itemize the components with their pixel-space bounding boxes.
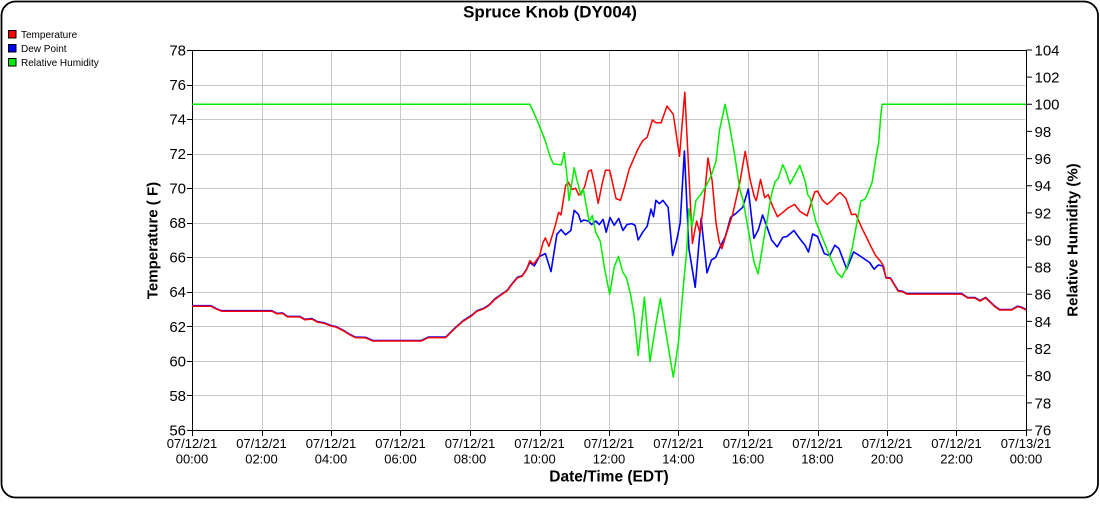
svg-text:80: 80 bbox=[1035, 368, 1052, 385]
svg-text:04:00: 04:00 bbox=[315, 451, 348, 466]
svg-text:84: 84 bbox=[1035, 314, 1052, 331]
svg-text:12:00: 12:00 bbox=[593, 451, 626, 466]
svg-text:00:00: 00:00 bbox=[1010, 451, 1043, 466]
svg-text:78: 78 bbox=[169, 42, 186, 59]
svg-text:Spruce Knob (DY004): Spruce Knob (DY004) bbox=[463, 3, 637, 22]
svg-text:Dew Point: Dew Point bbox=[21, 44, 67, 55]
svg-text:72: 72 bbox=[169, 146, 186, 163]
svg-text:07/12/21: 07/12/21 bbox=[375, 436, 426, 451]
svg-text:68: 68 bbox=[169, 215, 186, 232]
svg-text:Temperature ( F): Temperature ( F) bbox=[145, 182, 162, 299]
svg-text:14:00: 14:00 bbox=[662, 451, 695, 466]
svg-text:07/12/21: 07/12/21 bbox=[584, 436, 635, 451]
svg-text:07/12/21: 07/12/21 bbox=[931, 436, 982, 451]
svg-text:76: 76 bbox=[1035, 422, 1052, 439]
svg-text:98: 98 bbox=[1035, 124, 1052, 141]
svg-text:08:00: 08:00 bbox=[454, 451, 487, 466]
svg-text:70: 70 bbox=[169, 181, 186, 198]
svg-text:07/12/21: 07/12/21 bbox=[862, 436, 913, 451]
svg-text:20:00: 20:00 bbox=[871, 451, 904, 466]
svg-text:104: 104 bbox=[1035, 42, 1060, 59]
svg-text:86: 86 bbox=[1035, 287, 1052, 304]
svg-text:02:00: 02:00 bbox=[245, 451, 278, 466]
svg-text:07/13/21: 07/13/21 bbox=[1001, 436, 1052, 451]
svg-text:60: 60 bbox=[169, 353, 186, 370]
svg-text:22:00: 22:00 bbox=[940, 451, 973, 466]
svg-text:07/12/21: 07/12/21 bbox=[653, 436, 704, 451]
svg-text:10:00: 10:00 bbox=[523, 451, 556, 466]
svg-text:96: 96 bbox=[1035, 151, 1052, 168]
svg-text:56: 56 bbox=[169, 422, 186, 439]
svg-text:Temperature: Temperature bbox=[21, 30, 78, 41]
svg-text:76: 76 bbox=[169, 77, 186, 94]
svg-text:Relative Humidity: Relative Humidity bbox=[21, 58, 99, 69]
svg-text:07/12/21: 07/12/21 bbox=[445, 436, 496, 451]
svg-text:102: 102 bbox=[1035, 70, 1060, 87]
svg-text:94: 94 bbox=[1035, 178, 1052, 195]
svg-text:58: 58 bbox=[169, 388, 186, 405]
svg-text:07/12/21: 07/12/21 bbox=[236, 436, 287, 451]
svg-text:82: 82 bbox=[1035, 341, 1052, 358]
svg-text:66: 66 bbox=[169, 250, 186, 267]
svg-text:100: 100 bbox=[1035, 97, 1060, 114]
svg-text:07/12/21: 07/12/21 bbox=[167, 436, 218, 451]
svg-text:90: 90 bbox=[1035, 232, 1052, 249]
svg-text:06:00: 06:00 bbox=[384, 451, 417, 466]
svg-text:74: 74 bbox=[169, 112, 186, 129]
svg-text:00:00: 00:00 bbox=[176, 451, 209, 466]
svg-text:07/12/21: 07/12/21 bbox=[514, 436, 565, 451]
svg-text:18:00: 18:00 bbox=[801, 451, 834, 466]
svg-text:07/12/21: 07/12/21 bbox=[792, 436, 843, 451]
svg-text:Relative Humidity (%): Relative Humidity (%) bbox=[1065, 163, 1082, 316]
svg-text:07/12/21: 07/12/21 bbox=[723, 436, 774, 451]
svg-text:78: 78 bbox=[1035, 395, 1052, 412]
svg-text:88: 88 bbox=[1035, 260, 1052, 277]
svg-text:92: 92 bbox=[1035, 205, 1052, 222]
svg-text:Date/Time (EDT): Date/Time (EDT) bbox=[549, 469, 668, 486]
svg-text:64: 64 bbox=[169, 284, 186, 301]
svg-text:62: 62 bbox=[169, 319, 186, 336]
svg-text:07/12/21: 07/12/21 bbox=[306, 436, 357, 451]
svg-text:16:00: 16:00 bbox=[732, 451, 765, 466]
